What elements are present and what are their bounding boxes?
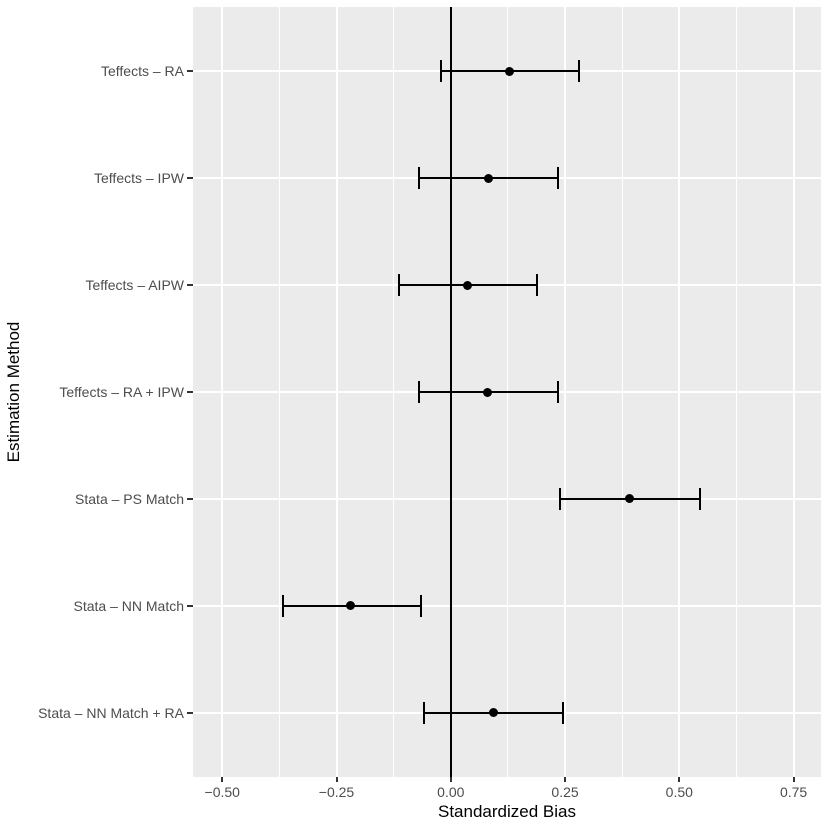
x-tick-label: 0.75 [779, 784, 808, 800]
ci-cap-high [561, 701, 564, 724]
point-estimate [504, 66, 514, 76]
row-gridline [193, 497, 821, 500]
ci-cap-high [556, 167, 559, 190]
point-estimate [625, 494, 635, 504]
y-tick-mark [187, 284, 193, 287]
x-tick-mark [792, 777, 795, 782]
y-tick-mark [187, 70, 193, 73]
row-gridline [193, 604, 821, 607]
point-estimate [346, 601, 356, 611]
y-tick-mark [187, 177, 193, 180]
ci-cap-high [419, 594, 422, 617]
point-estimate [483, 387, 493, 397]
ci-cap-low [559, 487, 562, 510]
y-axis-title: Estimation Method [4, 321, 23, 463]
x-tick-mark [335, 777, 338, 782]
y-tick-label: Teffects – IPW [94, 170, 184, 187]
x-tick-label: −0.50 [204, 784, 240, 800]
ci-cap-low [418, 167, 421, 190]
x-tick-label: 0.50 [665, 784, 693, 800]
x-tick-label: 0.00 [437, 784, 465, 800]
ci-cap-high [536, 274, 539, 297]
y-tick-mark [187, 711, 193, 714]
y-tick-mark [187, 604, 193, 607]
point-estimate [488, 708, 498, 718]
ci-cap-low [418, 381, 421, 403]
y-tick-label: Teffects – RA + IPW [59, 384, 184, 400]
ci-cap-high [698, 487, 701, 510]
plot-panel [193, 7, 821, 777]
x-tick-mark [221, 777, 224, 782]
x-axis-title: Standardized Bias [438, 802, 576, 821]
ci-cap-high [556, 381, 559, 403]
ci-cap-low [439, 60, 442, 83]
y-tick-mark [187, 391, 193, 393]
y-tick-label: Stata – PS Match [75, 490, 184, 507]
ci-cap-low [423, 701, 426, 724]
x-tick-label: 0.25 [551, 784, 579, 800]
y-tick-label: Stata – NN Match [73, 597, 185, 614]
x-tick-label: −0.25 [318, 784, 355, 800]
x-tick-mark [564, 777, 567, 782]
x-tick-mark [678, 777, 681, 782]
y-tick-label: Stata – NN Match + RA [38, 704, 184, 721]
ci-cap-low [281, 594, 284, 617]
point-estimate [463, 280, 473, 290]
y-tick-label: Teffects – RA [100, 63, 184, 80]
ci-cap-low [398, 274, 401, 297]
y-tick-label: Teffects – AIPW [85, 277, 184, 294]
x-tick-mark [449, 777, 452, 782]
y-tick-mark [187, 497, 193, 500]
ci-cap-high [577, 60, 580, 83]
point-estimate [484, 173, 494, 183]
